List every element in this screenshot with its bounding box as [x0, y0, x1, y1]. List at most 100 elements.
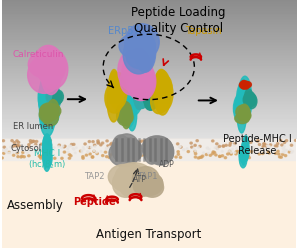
Circle shape	[1, 157, 3, 159]
Text: Release: Release	[238, 146, 277, 156]
Ellipse shape	[137, 97, 147, 108]
Circle shape	[5, 148, 7, 150]
Circle shape	[16, 140, 18, 142]
Circle shape	[286, 150, 288, 151]
Circle shape	[198, 147, 199, 148]
Circle shape	[141, 152, 143, 154]
Circle shape	[35, 146, 37, 148]
Circle shape	[216, 143, 218, 145]
Circle shape	[115, 146, 117, 148]
Circle shape	[232, 148, 233, 150]
Circle shape	[39, 155, 41, 157]
Circle shape	[16, 151, 17, 153]
Ellipse shape	[45, 142, 52, 158]
Circle shape	[148, 154, 150, 155]
Circle shape	[24, 146, 26, 147]
Circle shape	[45, 150, 46, 151]
Circle shape	[53, 147, 55, 148]
Ellipse shape	[39, 107, 55, 123]
Ellipse shape	[239, 81, 249, 89]
Circle shape	[262, 153, 264, 155]
Ellipse shape	[48, 87, 60, 106]
Circle shape	[139, 141, 141, 143]
Circle shape	[159, 157, 161, 159]
Circle shape	[17, 141, 20, 143]
Circle shape	[39, 146, 41, 148]
Circle shape	[237, 151, 239, 153]
Ellipse shape	[36, 48, 66, 84]
Circle shape	[180, 146, 182, 148]
Circle shape	[196, 140, 198, 142]
Circle shape	[179, 146, 181, 147]
Ellipse shape	[113, 171, 139, 192]
Ellipse shape	[113, 172, 139, 197]
Circle shape	[28, 155, 30, 157]
Circle shape	[212, 153, 214, 155]
Text: Calreticulin: Calreticulin	[13, 50, 64, 59]
Ellipse shape	[118, 111, 133, 124]
Text: Peptide-MHC I: Peptide-MHC I	[223, 134, 292, 144]
Circle shape	[257, 140, 259, 142]
Circle shape	[73, 143, 75, 145]
Ellipse shape	[46, 90, 56, 103]
Circle shape	[108, 156, 110, 158]
Circle shape	[268, 146, 270, 147]
Circle shape	[64, 145, 66, 147]
Circle shape	[46, 151, 47, 152]
Ellipse shape	[146, 145, 169, 160]
Circle shape	[17, 156, 19, 158]
Ellipse shape	[42, 109, 58, 126]
Ellipse shape	[118, 138, 140, 153]
Ellipse shape	[57, 92, 62, 103]
Circle shape	[3, 152, 5, 154]
Circle shape	[100, 144, 102, 146]
Circle shape	[90, 147, 92, 148]
Text: ADP: ADP	[159, 160, 175, 169]
Ellipse shape	[121, 88, 137, 115]
Circle shape	[5, 151, 7, 153]
Circle shape	[263, 143, 265, 145]
Ellipse shape	[39, 47, 63, 79]
Ellipse shape	[144, 139, 160, 164]
Ellipse shape	[139, 88, 146, 106]
Ellipse shape	[157, 75, 172, 100]
Ellipse shape	[239, 104, 250, 121]
Circle shape	[13, 142, 16, 144]
Ellipse shape	[129, 63, 156, 100]
Ellipse shape	[42, 98, 59, 127]
Text: Antigen Transport: Antigen Transport	[96, 228, 202, 241]
Circle shape	[140, 151, 142, 153]
Circle shape	[197, 157, 200, 159]
Circle shape	[29, 150, 31, 152]
Circle shape	[250, 151, 252, 153]
Circle shape	[203, 152, 204, 154]
Circle shape	[110, 143, 112, 145]
Circle shape	[81, 151, 83, 153]
Circle shape	[48, 143, 50, 145]
Ellipse shape	[117, 106, 133, 125]
Circle shape	[283, 151, 285, 153]
Circle shape	[61, 147, 63, 149]
Circle shape	[250, 141, 252, 143]
Ellipse shape	[39, 91, 55, 137]
Circle shape	[22, 152, 24, 154]
Ellipse shape	[38, 81, 55, 114]
Ellipse shape	[134, 93, 144, 104]
Ellipse shape	[35, 45, 62, 75]
Circle shape	[282, 151, 284, 153]
Ellipse shape	[28, 51, 62, 78]
Circle shape	[123, 152, 125, 154]
Circle shape	[12, 145, 14, 147]
Circle shape	[194, 153, 197, 155]
Circle shape	[141, 154, 143, 156]
Circle shape	[85, 154, 88, 156]
Ellipse shape	[243, 93, 255, 107]
Circle shape	[123, 157, 125, 159]
Circle shape	[70, 155, 72, 157]
Circle shape	[149, 153, 151, 154]
Bar	[2, 139, 296, 160]
Ellipse shape	[128, 33, 155, 60]
Circle shape	[49, 144, 52, 146]
Circle shape	[104, 151, 107, 153]
Circle shape	[4, 150, 5, 152]
